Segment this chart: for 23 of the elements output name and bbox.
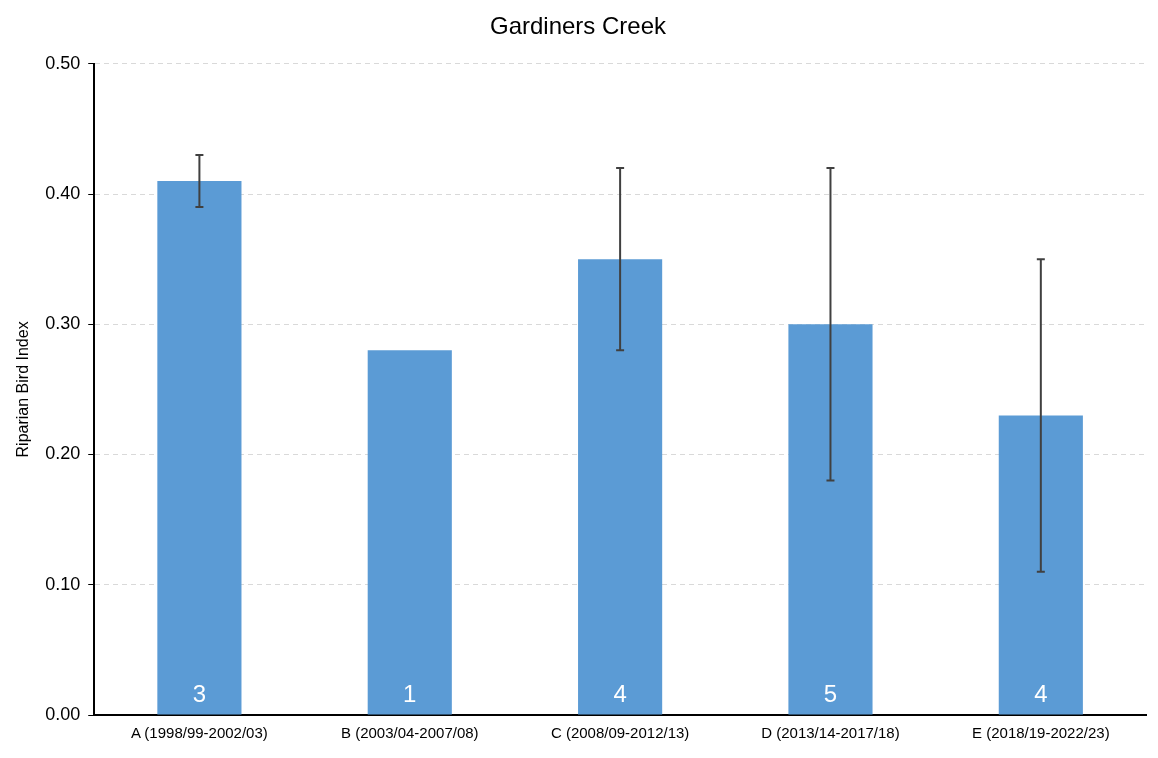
annotation: 5 [823, 679, 838, 707]
bar [367, 350, 452, 715]
y-tick-label: 0.00 [45, 703, 81, 724]
annotation: 3 [192, 679, 207, 707]
x-tick-label: B (2003/04-2007/08) [340, 724, 479, 742]
x-tick-label: E (2018/19-2022/23) [972, 724, 1110, 742]
bar [998, 415, 1083, 715]
y-tick-label: 0.20 [45, 443, 81, 464]
x-tick-label: A (1998/99-2002/03) [131, 724, 268, 742]
bar [157, 181, 242, 715]
y-tick-label: 0.30 [45, 313, 81, 334]
bar [578, 259, 663, 715]
annotation: 1 [403, 679, 417, 707]
y-tick-label: 0.50 [45, 52, 81, 73]
x-tick-label: C (2008/09-2012/13) [550, 724, 690, 742]
x-tick-label: D (2013/14-2017/18) [761, 724, 900, 742]
annotation: 4 [1034, 679, 1048, 707]
annotation: 4 [613, 679, 627, 707]
bar [788, 324, 873, 715]
y-axis-title: Riparian Bird Index [14, 321, 32, 458]
y-tick-label: 0.40 [45, 183, 81, 204]
y-tick-label: 0.10 [45, 573, 81, 594]
chart-title: Gardiners Creek [489, 12, 668, 40]
